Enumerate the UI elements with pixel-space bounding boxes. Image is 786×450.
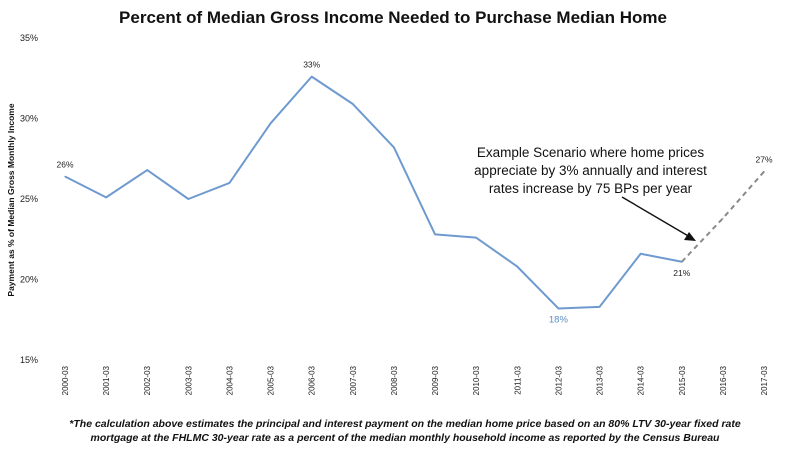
scenario-point-2017-03 — [763, 171, 765, 173]
data-label: 18% — [549, 314, 569, 325]
actual-point-2005-03 — [269, 122, 272, 124]
x-tick-label: 2001-03 — [102, 365, 111, 395]
y-tick-label: 15% — [20, 355, 38, 365]
y-tick-label: 35% — [20, 33, 38, 43]
chart-title: Percent of Median Gross Income Needed to… — [119, 8, 667, 27]
actual-point-2008-03 — [393, 146, 395, 149]
series-layer — [64, 75, 765, 310]
actual-point-2000-03 — [64, 175, 66, 178]
footnote: *The calculation above estimates the pri… — [69, 418, 741, 444]
actual-point-2003-03 — [187, 198, 189, 200]
actual-point-2006-03 — [311, 76, 313, 78]
x-tick-label: 2017-03 — [760, 365, 769, 395]
actual-point-2002-03 — [146, 169, 148, 171]
annotation-arrow — [621, 196, 691, 238]
x-tick-label: 2003-03 — [184, 365, 193, 395]
y-tick-label: 25% — [20, 194, 38, 204]
annotation-arrow-head — [684, 232, 696, 241]
x-tick-label: 2004-03 — [225, 365, 234, 395]
x-tick-label: 2014-03 — [637, 365, 646, 395]
x-tick-label: 2016-03 — [719, 365, 728, 395]
actual-point-2012-03 — [557, 307, 560, 310]
actual-point-2010-03 — [475, 237, 477, 239]
x-tick-label: 2000-03 — [61, 365, 70, 395]
x-tick-label: 2002-03 — [143, 365, 152, 395]
actual-point-2013-03 — [598, 306, 601, 308]
x-tick-label: 2011-03 — [513, 365, 522, 394]
x-tick-label: 2008-03 — [390, 365, 399, 395]
data-label: 27% — [755, 155, 772, 165]
x-tick-label: 2010-03 — [472, 365, 481, 395]
actual-series-line — [64, 75, 682, 310]
x-tick-label: 2012-03 — [554, 365, 563, 395]
x-tick-label: 2005-03 — [267, 365, 276, 395]
x-tick-label: 2009-03 — [431, 365, 440, 395]
x-tick-label: 2015-03 — [678, 365, 687, 395]
scenario-annotation: Example Scenario where home prices appre… — [474, 145, 707, 196]
actual-point-2004-03 — [228, 182, 231, 184]
scenario-series-line — [681, 170, 765, 263]
scenario-point-2016-03 — [722, 217, 724, 219]
actual-point-2007-03 — [352, 103, 354, 105]
data-label: 21% — [673, 268, 690, 278]
data-label: 33% — [303, 60, 320, 70]
actual-point-2009-03 — [434, 233, 436, 236]
y-tick-label: 20% — [20, 275, 38, 285]
x-tick-label: 2013-03 — [596, 365, 605, 395]
y-axis-label: Payment as % of Median Gross Monthly Inc… — [6, 103, 16, 296]
y-axis: 15% 20% 25% 30% 35% — [20, 33, 38, 365]
data-label: 26% — [56, 159, 73, 169]
x-axis: 2000-03 2001-03 2002-03 2003-03 2004-03 2005-… — [61, 365, 769, 395]
actual-point-2014-03 — [640, 253, 642, 255]
x-tick-label: 2006-03 — [308, 365, 317, 395]
actual-point-2001-03 — [105, 196, 107, 198]
y-tick-label: 30% — [20, 114, 38, 124]
scenario-point-2015-03 — [681, 261, 683, 263]
data-labels: 26% 33% 18% 21% 27% — [56, 60, 772, 326]
x-tick-label: 2007-03 — [349, 365, 358, 395]
actual-point-2011-03 — [516, 266, 518, 268]
